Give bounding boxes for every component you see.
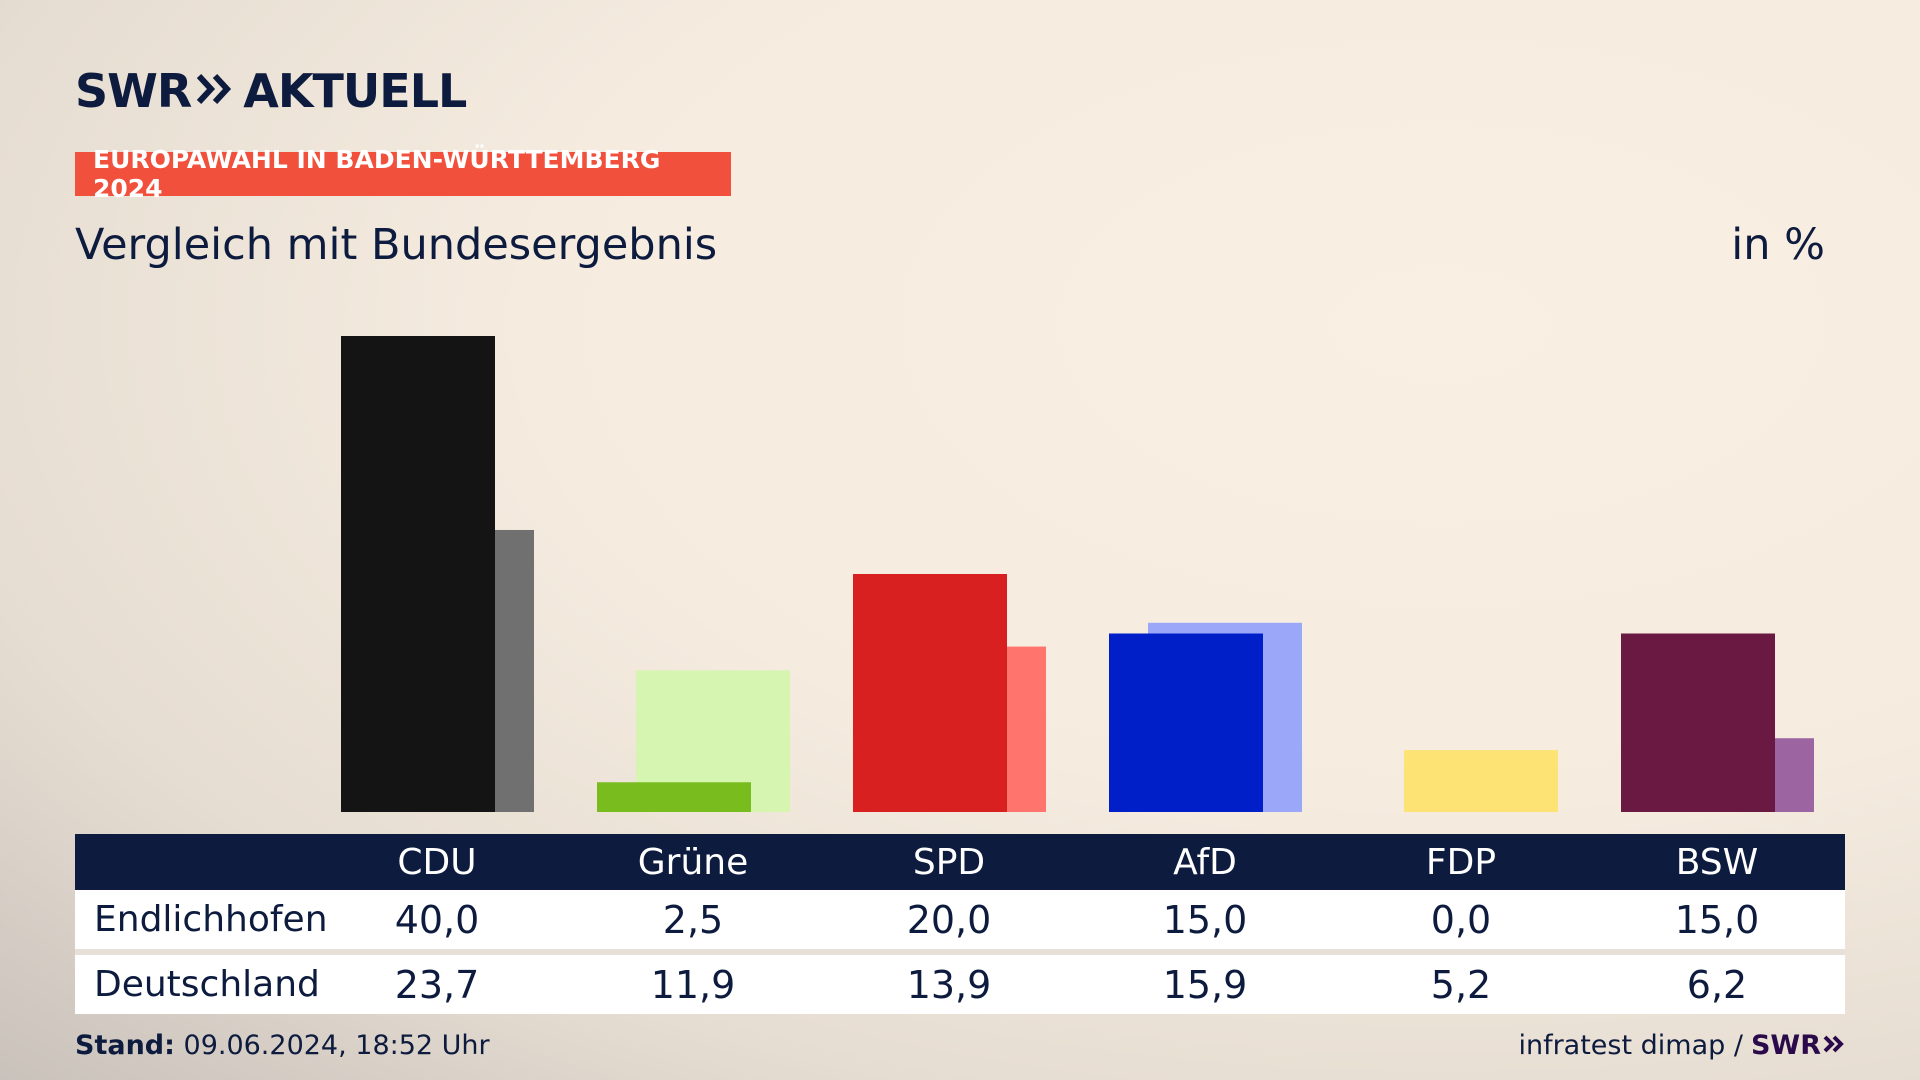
source-credit: infratest dimap / SWR [1518,1030,1845,1061]
timestamp: Stand: 09.06.2024, 18:52 Uhr [75,1030,490,1061]
results-table: CDU Grüne SPD AfD FDP BSW Endlichhofen 40,0 2,… [75,834,1845,1014]
stand-label: Stand: [75,1030,175,1061]
unit-label: in % [1731,220,1825,270]
column-header-cdu: CDU [397,841,477,883]
value-deutschland-fdp: 5,2 [1430,962,1492,1007]
value-deutschland-bsw: 6,2 [1686,962,1748,1007]
value-deutschland-spd: 13,9 [906,962,992,1007]
column-header-fdp: FDP [1425,841,1497,883]
bar-deutschland-fdp [1404,750,1558,812]
value-endlichhofen-gruene: 2,5 [662,897,724,942]
column-header-afd: AfD [1173,841,1237,883]
bar-endlichhofen-afd [1109,633,1263,812]
column-header-bsw: BSW [1675,841,1759,883]
value-endlichhofen-fdp: 0,0 [1430,897,1492,942]
double-chevron-icon [197,73,233,109]
logo-aktuell-text: AKTUELL [243,64,467,118]
value-endlichhofen-cdu: 40,0 [394,897,480,942]
value-deutschland-gruene: 11,9 [650,962,736,1007]
source-text: infratest dimap / [1518,1030,1743,1061]
row-label-deutschland: Deutschland [94,964,320,1005]
column-header-gruene: Grüne [637,841,749,883]
swr-aktuell-logo: SWR AKTUELL [75,64,467,118]
value-endlichhofen-afd: 15,0 [1162,897,1248,942]
chart-subtitle: Vergleich mit Bundesergebnis [75,220,718,270]
bar-endlichhofen-cdu [341,336,495,812]
value-deutschland-afd: 15,9 [1162,962,1248,1007]
value-endlichhofen-spd: 20,0 [906,897,992,942]
table-row-deutschland: Deutschland 23,7 11,9 13,9 15,9 5,2 6,2 [75,955,1845,1014]
bar-endlichhofen-bsw [1621,633,1775,812]
stand-value: 09.06.2024, 18:52 Uhr [183,1030,490,1061]
footer-swr-logo: SWR [1750,1030,1821,1061]
value-deutschland-cdu: 23,7 [394,962,480,1007]
table-header: CDU Grüne SPD AfD FDP BSW [75,834,1845,890]
footer-chevron-icon [1823,1030,1845,1061]
table-row-endlichhofen: Endlichhofen 40,0 2,5 20,0 15,0 0,0 15,0 [75,890,1845,955]
bar-endlichhofen-gruene [597,782,751,812]
column-header-spd: SPD [912,841,986,883]
row-label-endlichhofen: Endlichhofen [94,899,328,940]
value-endlichhofen-bsw: 15,0 [1674,897,1760,942]
bar-endlichhofen-spd [853,574,1007,812]
logo-swr-text: SWR [75,64,192,118]
